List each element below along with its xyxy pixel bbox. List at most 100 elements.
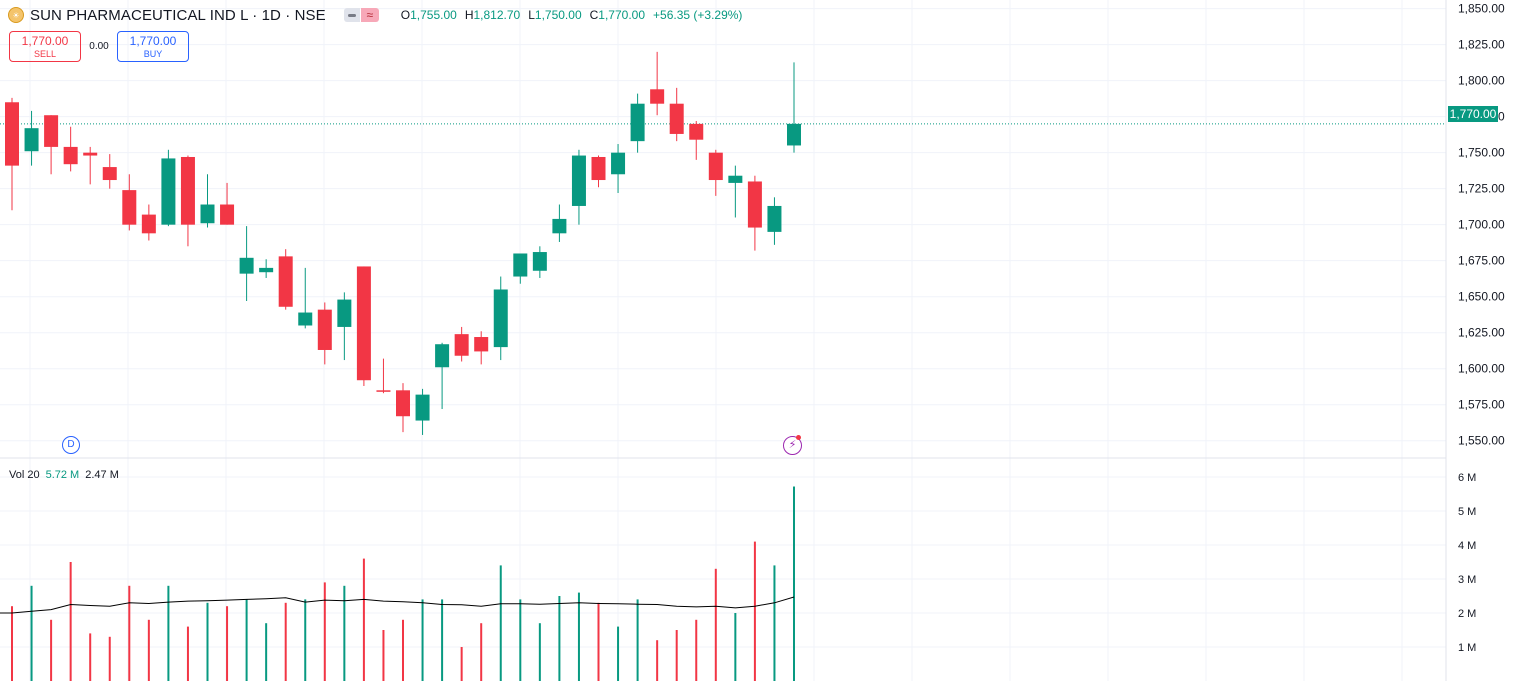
volume-bar[interactable]: [265, 623, 268, 681]
dividend-badge[interactable]: D: [62, 436, 80, 454]
candle[interactable]: [552, 204, 567, 242]
volume-bar[interactable]: [499, 565, 502, 681]
candle[interactable]: [161, 149, 176, 227]
volume-bar[interactable]: [186, 626, 189, 681]
candle[interactable]: [83, 146, 98, 185]
volume-tick-label: 1 M: [1458, 642, 1476, 654]
volume-bar[interactable]: [558, 596, 561, 681]
candle[interactable]: [376, 358, 391, 394]
last-price-tag: 1,770.00: [1448, 106, 1498, 122]
volume-bar[interactable]: [636, 599, 639, 681]
volume-bar[interactable]: [245, 599, 248, 681]
volume-legend-label[interactable]: Vol 20: [9, 469, 40, 481]
candle[interactable]: [767, 197, 782, 245]
candle[interactable]: [571, 149, 586, 225]
candle[interactable]: [5, 97, 19, 211]
volume-bar[interactable]: [656, 640, 659, 681]
candle[interactable]: [180, 155, 195, 247]
candle[interactable]: [611, 144, 626, 193]
candle-body: [689, 123, 704, 140]
candle[interactable]: [630, 93, 645, 153]
candle[interactable]: [708, 149, 723, 196]
volume-series: [11, 486, 795, 681]
volume-bar[interactable]: [734, 613, 737, 681]
candle-body: [767, 205, 782, 232]
candle[interactable]: [259, 259, 274, 278]
volume-bar[interactable]: [343, 585, 346, 681]
volume-bar[interactable]: [382, 630, 385, 681]
candle[interactable]: [513, 253, 528, 284]
collapse-icon[interactable]: [343, 8, 360, 22]
candle[interactable]: [787, 62, 801, 153]
symbol-logo-icon: ☀: [8, 7, 24, 23]
candle[interactable]: [239, 226, 254, 302]
volume-bar[interactable]: [89, 633, 92, 681]
volume-bar[interactable]: [108, 636, 111, 681]
volume-bar[interactable]: [50, 619, 53, 681]
volume-bar[interactable]: [519, 599, 522, 681]
volume-bar[interactable]: [773, 565, 776, 681]
volume-bar[interactable]: [147, 619, 150, 681]
volume-bar[interactable]: [675, 630, 678, 681]
candle[interactable]: [200, 174, 215, 228]
volume-bar[interactable]: [480, 623, 483, 681]
volume-bar[interactable]: [362, 558, 365, 681]
sell-button[interactable]: 1,770.00 SELL: [9, 31, 81, 62]
volume-bar[interactable]: [714, 568, 717, 681]
candle[interactable]: [63, 126, 78, 172]
candle[interactable]: [220, 182, 235, 225]
candle[interactable]: [669, 87, 684, 142]
candle[interactable]: [298, 267, 313, 329]
volume-bar[interactable]: [69, 562, 72, 681]
candle[interactable]: [493, 276, 508, 361]
volume-bar[interactable]: [597, 602, 600, 681]
volume-bar[interactable]: [30, 585, 33, 681]
buy-button[interactable]: 1,770.00 BUY: [117, 31, 189, 62]
symbol-title[interactable]: SUN PHARMACEUTICAL IND L · 1D · NSE: [30, 6, 326, 24]
volume-bar[interactable]: [128, 585, 131, 681]
approx-icon[interactable]: ≈: [360, 8, 379, 22]
candle[interactable]: [396, 383, 410, 433]
volume-bar[interactable]: [402, 619, 404, 681]
volume-bar[interactable]: [323, 582, 326, 681]
volume-bar[interactable]: [284, 602, 287, 681]
candle[interactable]: [650, 51, 665, 116]
volume-bar[interactable]: [304, 599, 307, 681]
candle[interactable]: [317, 302, 332, 365]
candle[interactable]: [591, 155, 606, 188]
volume-bar[interactable]: [695, 619, 698, 681]
candle[interactable]: [337, 292, 352, 361]
flash-event-icon[interactable]: ⚡: [783, 436, 802, 455]
candle[interactable]: [44, 115, 59, 175]
volume-bar[interactable]: [538, 623, 541, 681]
candle[interactable]: [454, 326, 469, 362]
price-tick-label: 1,725.00: [1458, 182, 1505, 196]
candle[interactable]: [141, 204, 156, 241]
candle[interactable]: [474, 331, 489, 365]
candle[interactable]: [24, 110, 39, 166]
candle-body: [474, 337, 489, 352]
candle[interactable]: [122, 174, 137, 231]
volume-bar[interactable]: [441, 599, 444, 681]
volume-bar[interactable]: [793, 486, 795, 681]
candle[interactable]: [435, 342, 450, 410]
candle[interactable]: [747, 175, 762, 251]
volume-bar[interactable]: [753, 541, 756, 681]
candle[interactable]: [102, 154, 117, 189]
candle[interactable]: [689, 120, 704, 160]
candle[interactable]: [532, 246, 547, 278]
volume-bar[interactable]: [11, 606, 13, 681]
indicator-toggle-pill[interactable]: ≈: [343, 8, 379, 22]
volume-bar[interactable]: [226, 606, 229, 681]
price-tick-label: 1,550.00: [1458, 434, 1505, 448]
candle[interactable]: [356, 266, 371, 386]
volume-bar[interactable]: [577, 592, 580, 681]
volume-bar[interactable]: [617, 626, 620, 681]
candle[interactable]: [415, 388, 430, 435]
volume-bar[interactable]: [460, 647, 463, 681]
candle[interactable]: [728, 165, 743, 218]
volume-bar[interactable]: [206, 602, 209, 681]
candle[interactable]: [278, 249, 293, 310]
volume-bar[interactable]: [167, 585, 170, 681]
volume-bar[interactable]: [421, 599, 424, 681]
